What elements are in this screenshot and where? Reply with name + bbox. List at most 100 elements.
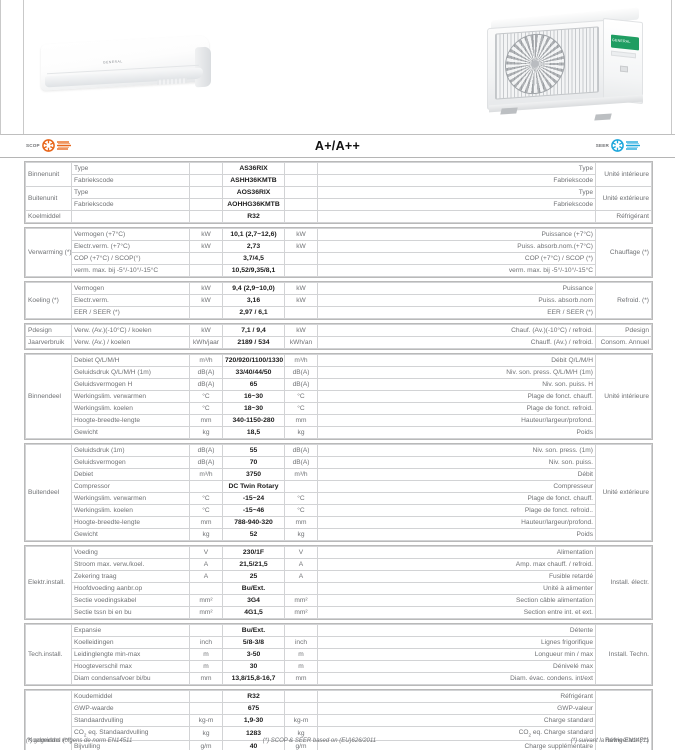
row-label-nl: Type: [71, 186, 190, 199]
row-category-nl: Koeling (*): [25, 282, 72, 319]
row-label-fr: Section câble alimentation: [317, 594, 596, 607]
row-unit-left: dB(A): [189, 366, 223, 379]
row-unit-left: m: [189, 660, 223, 673]
row-unit-left: [189, 306, 223, 319]
row-label-fr: CO2 eq. Charge standard: [317, 725, 596, 742]
spec-block-refrigerant: Koelmiddel (**) Koudemiddel R32 Réfrigérant…: [24, 689, 653, 750]
row-label-nl: EER / SEER (*): [71, 306, 190, 319]
spec-block-indoor-detail: Binnendeel Debiet Q/L/M/H m³/h 720/920/1100…: [24, 353, 653, 440]
row-unit-right: kg: [284, 528, 318, 541]
row-unit-right: [284, 264, 318, 277]
row-label-nl: Verw. (Av.)(-10°C) / koelen: [71, 324, 190, 337]
row-unit-right: °C: [284, 390, 318, 403]
table-row: Debiet m³/h 3750 m³/h Débit: [26, 468, 652, 481]
row-unit-left: dB(A): [189, 444, 223, 457]
row-label-fr: Type: [317, 186, 596, 199]
table-row: Zekering traag A 25 A Fusible retardé: [26, 570, 652, 583]
row-label-fr: GWP-valeur: [317, 702, 596, 715]
row-unit-right: [284, 582, 318, 595]
row-label-nl: [71, 210, 190, 223]
table-row: Koelmiddel R32 Réfrigérant: [25, 210, 652, 223]
row-unit-right: mm: [284, 672, 318, 685]
table-row: Gewicht kg 52 kg Poids: [26, 528, 652, 541]
row-label-fr: Dénivelé max: [317, 660, 596, 673]
row-label-nl: Compressor: [71, 480, 190, 493]
spec-block-technical: Tech.install. Expansie Bu/Ext. Détente Insta…: [24, 623, 653, 686]
row-value: 70: [222, 456, 285, 469]
row-label-fr: Hauteur/largeur/profond.: [317, 414, 596, 427]
row-value: DC Twin Rotary: [222, 480, 285, 493]
table-row: Werkingslim. koelen °C -15~46 °C Plage de fo…: [26, 504, 652, 517]
row-category-fr: Unité extérieure: [595, 186, 652, 211]
row-unit-left: [189, 252, 223, 265]
row-label-fr: Puiss. absorb.nom.(+7°C): [317, 240, 596, 253]
spec-table-units: Binnenunit Type AS36RIX Type Unité intérieur…: [25, 162, 652, 223]
row-unit-right: [284, 690, 318, 703]
row-value: 55: [222, 444, 285, 457]
table-row: Geluidsvermogen dB(A) 70 dB(A) Niv. son. pui…: [26, 456, 652, 469]
table-row: CO2 eq. Standaardvulling kg 1283 kg CO2 eq. …: [26, 725, 652, 742]
row-label-fr: Puissance (+7°C): [317, 228, 596, 241]
row-category-nl: Buitenunit: [25, 186, 72, 211]
row-value: 3-50: [222, 648, 285, 661]
row-label-nl: Vermogen (+7°C): [71, 228, 190, 241]
row-unit-left: [189, 174, 223, 187]
row-label-nl: Debiet Q/L/M/H: [71, 354, 190, 367]
table-row: Electr.verm. kW 3,16 kW Puiss. absorb.nom: [26, 294, 652, 307]
row-label-fr: Plage de fonct. chauff.: [317, 390, 596, 403]
row-category-fr: Réfrigérant: [595, 210, 652, 223]
outdoor-unit-right-panel: [603, 17, 643, 105]
row-category-fr: Unité intérieure: [595, 354, 652, 439]
row-unit-left: mm²: [189, 606, 223, 619]
row-unit-right: mm²: [284, 594, 318, 607]
row-label-fr: Niv. son. press. Q/L/M/H (1m): [317, 366, 596, 379]
scop-badge: SCOP: [26, 139, 72, 152]
row-label-fr: Réfrigérant: [317, 690, 596, 703]
table-row: Sectie tssn bi en bu mm² 4G1,5 mm² Section e…: [26, 606, 652, 619]
table-row: Koelleidingen inch 5/8-3/8 inch Lignes frigo…: [26, 636, 652, 649]
spec-table-cooling: Koeling (*) Vermogen kW 9,4 (2,9~10,0) kW Pui…: [25, 282, 652, 319]
row-label-fr: Charge standard: [317, 714, 596, 727]
row-value: Bu/Ext.: [222, 582, 285, 595]
row-value: -15~24: [222, 492, 285, 505]
outdoor-unit-foot-right: [594, 113, 612, 121]
row-label-nl: COP (+7°C) / SCOP(°): [71, 252, 190, 265]
row-unit-right: °C: [284, 402, 318, 415]
table-row: Fabriekscode ASHH36KMTB Fabriekscode: [26, 174, 652, 187]
row-unit-right: m³/h: [284, 354, 318, 367]
row-value: 3,7/4,5: [222, 252, 285, 265]
row-unit-right: [284, 162, 318, 175]
row-label-nl: Koelleidingen: [71, 636, 190, 649]
row-unit-left: [189, 264, 223, 277]
table-row: Jaarverbruik Verw. (Av.) / koelen kWh/jaar…: [25, 336, 652, 349]
row-label-fr: Section entre int. et ext.: [317, 606, 596, 619]
seer-badge-label: SEER: [595, 143, 609, 148]
row-label-nl: Gewicht: [71, 426, 190, 439]
row-label-fr: Plage de fonct. chauff.: [317, 492, 596, 505]
row-unit-left: mm: [189, 516, 223, 529]
spec-blocks-host: Binnenunit Type AS36RIX Type Unité intérieur…: [0, 161, 675, 750]
row-value: 2,73: [222, 240, 285, 253]
table-row: Geluidsdruk Q/L/M/H (1m) dB(A) 33/40/44/50…: [26, 366, 652, 379]
row-value: 230/1F: [222, 546, 285, 559]
table-row: Tech.install. Expansie Bu/Ext. Détente Insta…: [25, 624, 652, 685]
row-unit-left: °C: [189, 492, 223, 505]
left-rule: [23, 0, 24, 134]
row-unit-right: kg: [284, 725, 318, 742]
table-row: Stroom max. verw./koel. A 21,5/21,5 A Amp. m…: [26, 558, 652, 571]
row-label-nl: Werkingslim. koelen: [71, 504, 190, 517]
spec-table-heating-cooling: Verwarming (*) Vermogen (+7°C) kW 10,1 (2,7…: [25, 228, 652, 277]
row-unit-left: [189, 582, 223, 595]
row-label-fr: Détente: [317, 624, 596, 637]
row-label-fr: Amp. max chauff. / refroid.: [317, 558, 596, 571]
row-value: 720/920/1100/1330: [222, 354, 285, 367]
row-unit-right: [284, 186, 318, 199]
row-value: 16~30: [222, 390, 285, 403]
spec-block-cooling: Koeling (*) Vermogen kW 9,4 (2,9~10,0) kW Pui…: [24, 281, 653, 320]
row-label-fr: Compresseur: [317, 480, 596, 493]
row-value: 65: [222, 378, 285, 391]
energy-rating-value: A+/A++: [314, 139, 361, 153]
row-unit-right: [284, 702, 318, 715]
row-label-nl: Geluidsvermogen H: [71, 378, 190, 391]
row-unit-right: [284, 174, 318, 187]
